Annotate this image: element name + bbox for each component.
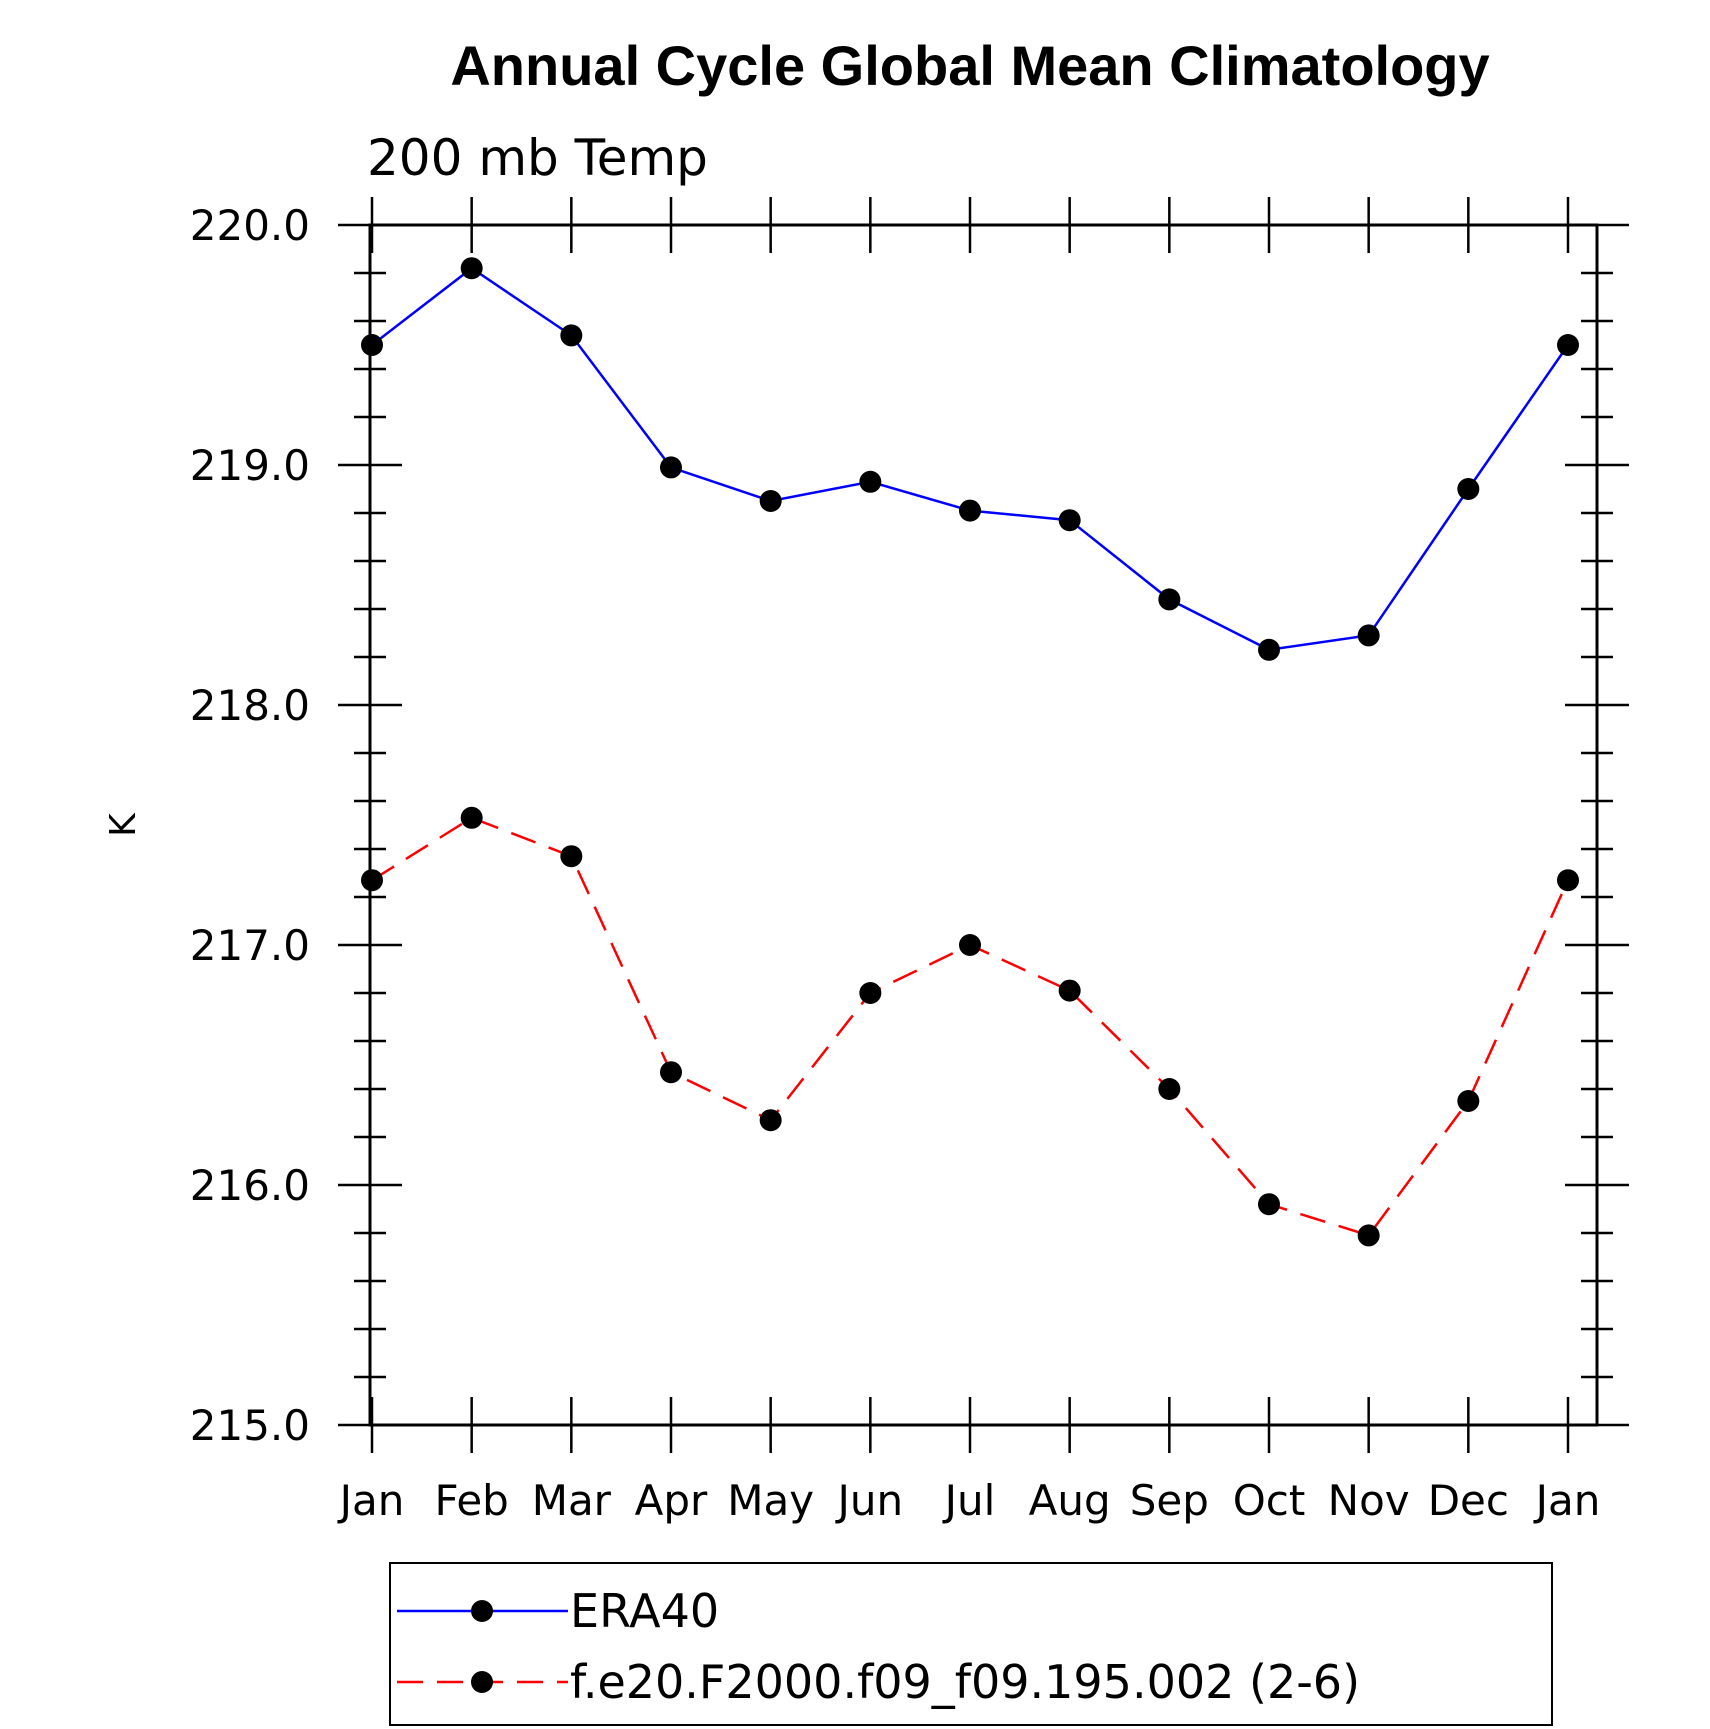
x-tick-label: Nov xyxy=(1328,1476,1410,1525)
series-1-point xyxy=(1158,1078,1181,1100)
legend-box xyxy=(389,1562,1553,1726)
series-0-point xyxy=(560,324,583,347)
chart-subtitle: 200 mb Temp xyxy=(367,129,708,187)
series-line-1 xyxy=(371,816,1570,1237)
y-tick-label: 216.0 xyxy=(190,1161,310,1210)
series-0-point xyxy=(759,490,782,512)
series-1-point xyxy=(959,934,981,956)
series-1-point xyxy=(361,869,383,892)
series-0-point xyxy=(959,499,981,522)
y-tick-label: 215.0 xyxy=(190,1401,310,1450)
plot-area: Jan Feb Mar Apr May Jun Jul Aug Sep Oct Nov Dec Jan 2… xyxy=(190,197,1629,1525)
x-tick-label: Feb xyxy=(434,1476,508,1525)
series-0-point xyxy=(1058,509,1081,532)
series-1-point xyxy=(759,1109,782,1132)
series-0-point xyxy=(460,257,483,280)
legend-swatch-marker-0 xyxy=(471,1600,493,1622)
x-tick-label: May xyxy=(727,1476,814,1525)
x-tick-label: Aug xyxy=(1029,1476,1111,1525)
series-1-point xyxy=(1457,1090,1480,1112)
x-tick-label: Oct xyxy=(1233,1476,1306,1525)
series-0-point xyxy=(1258,638,1280,661)
x-tick-label: Jun xyxy=(835,1476,904,1525)
series-1-point xyxy=(460,806,483,829)
y-tick-label: 219.0 xyxy=(190,441,310,490)
series-1-point xyxy=(560,845,583,868)
y-axis-label: K xyxy=(103,812,144,837)
legend-label-1: f.e20.F2000.f09_f09.195.002 (2-6) xyxy=(570,1655,1360,1709)
legend-swatch-marker-1 xyxy=(471,1671,493,1693)
chart-title: Annual Cycle Global Mean Climatology xyxy=(450,34,1489,97)
x-tick-label: Mar xyxy=(532,1476,612,1525)
legend: ERA40 f.e20.F2000.f09_f09.195.002 (2-6) xyxy=(389,1562,1553,1726)
y-tick-label: 217.0 xyxy=(190,921,310,970)
x-tick-label: Jul xyxy=(942,1476,996,1525)
legend-label-0: ERA40 xyxy=(570,1584,719,1638)
series-0-point xyxy=(1158,588,1181,611)
y-tick-label: 220.0 xyxy=(190,201,310,250)
series-1-point xyxy=(660,1061,682,1084)
y-tick-label: 218.0 xyxy=(190,681,310,730)
series-line-0 xyxy=(371,266,1570,652)
series-1-point xyxy=(1058,979,1081,1002)
series-0-point xyxy=(1457,478,1480,500)
x-tick-label: Apr xyxy=(635,1476,708,1525)
series-0-point xyxy=(1357,624,1380,647)
series-0-point xyxy=(660,456,682,479)
series-0-point xyxy=(361,334,383,356)
plot-frame xyxy=(368,223,1599,1427)
series-1-point xyxy=(1557,869,1579,892)
series-1-point xyxy=(1258,1193,1280,1216)
series-1-point xyxy=(1357,1224,1380,1247)
series-1-point xyxy=(859,982,882,1004)
x-tick-label: Sep xyxy=(1130,1476,1209,1525)
x-tick-label: Jan xyxy=(337,1476,405,1525)
series-0-point xyxy=(859,470,882,493)
x-tick-label: Dec xyxy=(1428,1476,1509,1525)
series-0-point xyxy=(1557,334,1579,356)
x-tick-label: Jan xyxy=(1533,1476,1601,1525)
